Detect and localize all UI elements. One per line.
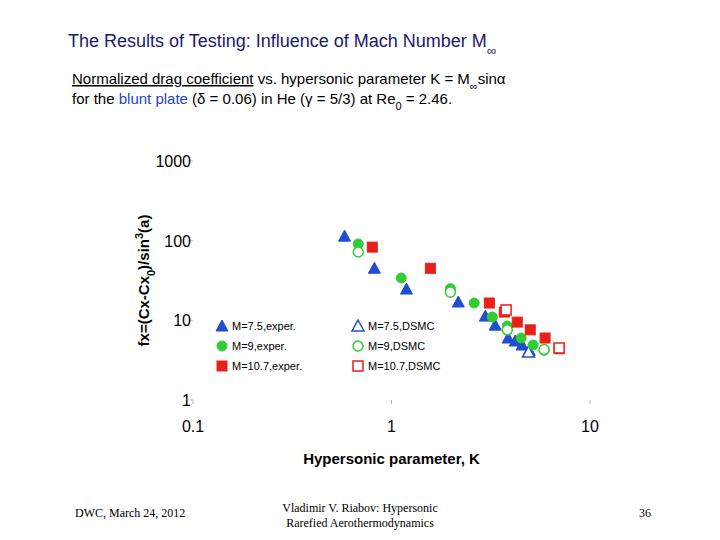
legend-marker bbox=[216, 320, 228, 331]
text-segment: blunt plate bbox=[119, 90, 188, 107]
data-point bbox=[539, 345, 549, 355]
text-segment: ∞ bbox=[487, 43, 496, 58]
data-point bbox=[512, 317, 522, 327]
data-point bbox=[502, 325, 512, 335]
text-segment: (a) bbox=[135, 215, 152, 233]
page-number: 36 bbox=[639, 506, 651, 520]
data-point bbox=[528, 340, 538, 350]
text-segment: Normalized drag coefficient bbox=[72, 70, 254, 87]
x-tick-label: 0.1 bbox=[182, 418, 204, 435]
footer-center: Rarefied Aerothermodynamics bbox=[286, 516, 434, 530]
y-tick-label: 10 bbox=[173, 312, 191, 329]
footer-left: DWC, March 24, 2012 bbox=[75, 506, 185, 520]
legend-label: M=9,DSMC bbox=[368, 340, 425, 352]
data-point bbox=[367, 242, 377, 252]
legend: M=7.5,exper. M=7.5,DSMC M=9,exper. M=9,DSMC… bbox=[216, 320, 440, 372]
data-point bbox=[487, 312, 497, 322]
data-point bbox=[484, 298, 494, 308]
text-segment: (δ = 0.06) in He (γ = 5/3) at Re bbox=[188, 90, 396, 107]
legend-label: M=10.7,exper. bbox=[232, 360, 302, 372]
legend-marker bbox=[353, 361, 363, 371]
x-tick bbox=[590, 400, 591, 404]
data-point bbox=[396, 273, 406, 283]
text-segment: = 2.46. bbox=[402, 90, 452, 107]
x-tick-label: 1 bbox=[387, 418, 396, 435]
legend-label: M=7.5,DSMC bbox=[368, 320, 434, 332]
y-tick-label: 1 bbox=[182, 392, 191, 409]
legend-marker bbox=[217, 361, 227, 371]
data-point bbox=[539, 345, 549, 355]
caption: for the blunt plate (δ = 0.06) in He (γ … bbox=[72, 90, 452, 112]
x-tick bbox=[193, 400, 194, 404]
title: The Results of Testing: Influence of Mac… bbox=[68, 31, 496, 58]
data-point bbox=[425, 263, 435, 273]
x-tick bbox=[391, 400, 392, 404]
background bbox=[0, 0, 720, 540]
x-axis-label: Hypersonic parameter, K bbox=[303, 450, 480, 467]
x-tick-label: 10 bbox=[581, 418, 599, 435]
legend-label: M=10.7,DSMC bbox=[368, 360, 440, 372]
legend-marker bbox=[352, 320, 364, 331]
footer-center: Vladimir V. Riabov: Hypersonic bbox=[282, 501, 438, 515]
data-point bbox=[469, 298, 479, 308]
data-point bbox=[554, 344, 564, 354]
data-point bbox=[339, 230, 351, 241]
plot-area bbox=[339, 230, 565, 357]
text-segment: The Results of Testing: Influence of Mac… bbox=[68, 31, 487, 51]
text-segment: ∞ bbox=[470, 80, 478, 92]
data-point bbox=[501, 305, 511, 315]
y-tick-label: 1000 bbox=[155, 153, 191, 170]
data-point bbox=[525, 325, 535, 335]
legend-label: M=9,exper. bbox=[232, 340, 287, 352]
data-point bbox=[516, 333, 526, 343]
legend-marker bbox=[217, 341, 227, 351]
slide: The Results of Testing: Influence of Mac… bbox=[0, 0, 720, 540]
data-point bbox=[400, 283, 412, 294]
text-segment: fx=(Cx-Cx bbox=[135, 275, 152, 346]
data-point bbox=[554, 343, 564, 353]
y-axis-label: fx=(Cx-Cx0)/sin3(a) bbox=[133, 215, 157, 347]
text-segment: )/sin bbox=[135, 239, 152, 270]
data-point bbox=[540, 333, 550, 343]
data-point bbox=[445, 287, 455, 297]
legend-label: M=7.5,exper. bbox=[232, 320, 296, 332]
text-segment: sinα bbox=[478, 70, 506, 87]
text-segment: for the bbox=[72, 90, 119, 107]
text-segment: vs. hypersonic parameter K = M bbox=[253, 70, 469, 87]
caption: Normalized drag coefficient vs. hyperson… bbox=[72, 70, 506, 92]
y-tick-label: 100 bbox=[164, 233, 191, 250]
data-point bbox=[368, 262, 380, 273]
data-point bbox=[452, 296, 464, 307]
legend-marker bbox=[353, 341, 363, 351]
data-point bbox=[353, 247, 363, 257]
